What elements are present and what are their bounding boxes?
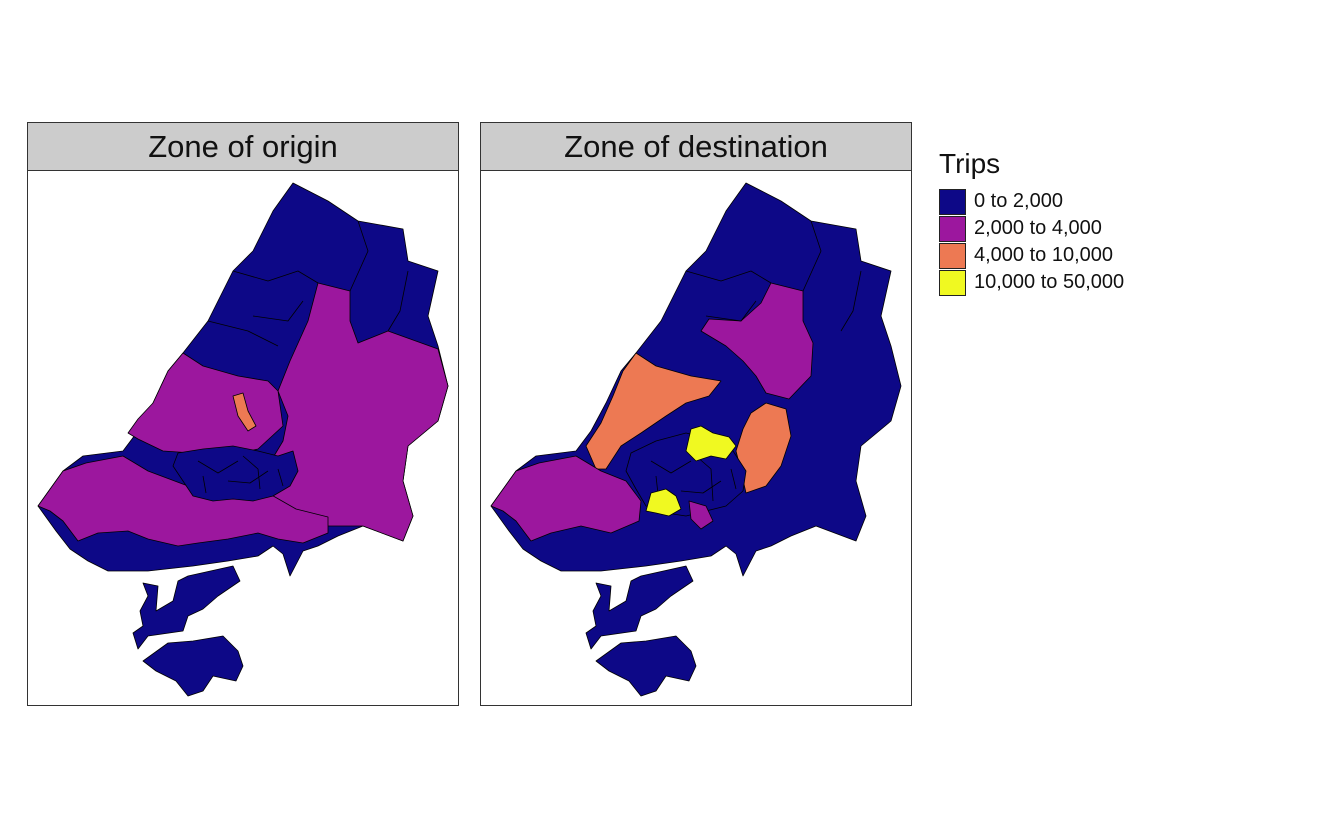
origin-map-svg [37,182,449,697]
origin-inner-city-zones [197,455,284,494]
origin-central-north-zone [232,392,257,432]
destination-northeast-center [700,282,814,400]
origin-inner-city-cluster [172,445,299,502]
map-legend: Trips 0 to 2,000 2,000 to 4,000 4,000 to… [939,148,1124,296]
destination-map-panel: Zone of destination [480,122,912,706]
legend-title: Trips [939,148,1001,179]
origin-south-island [132,565,244,697]
origin-panel-title: Zone of origin [28,123,458,171]
destination-south-island [585,565,697,697]
destination-inner-purple-patch [688,500,714,530]
origin-southwest-band [37,455,329,547]
legend-item: 2,000 to 4,000 [939,215,1124,242]
legend-swatch [939,269,966,296]
legend-swatch [939,215,966,242]
destination-city-center-south [645,488,682,517]
legend-item: 10,000 to 50,000 [939,269,1124,296]
destination-southwest-band [490,455,642,542]
legend-label: 10,000 to 50,000 [974,271,1125,293]
legend-item: 0 to 2,000 [939,188,1124,215]
legend-item: 4,000 to 10,000 [939,242,1124,269]
legend-swatch [939,242,966,269]
destination-north-boundaries [685,220,862,332]
legend-label: 2,000 to 4,000 [974,217,1102,239]
destination-west-coast-region [585,352,722,470]
legend-label: 0 to 2,000 [974,190,1063,212]
legend-swatch [939,188,966,215]
destination-east-center [735,402,792,494]
origin-map [28,171,458,705]
legend-label: 4,000 to 10,000 [974,244,1114,266]
origin-map-panel: Zone of origin [27,122,459,706]
destination-map [481,171,911,705]
destination-map-svg [490,182,902,697]
destination-inner-city-zones [650,455,737,504]
origin-east-region [267,282,449,542]
destination-panel-title: Zone of destination [481,123,911,171]
destination-city-center-north [685,425,737,462]
origin-north-boundaries [207,220,409,347]
